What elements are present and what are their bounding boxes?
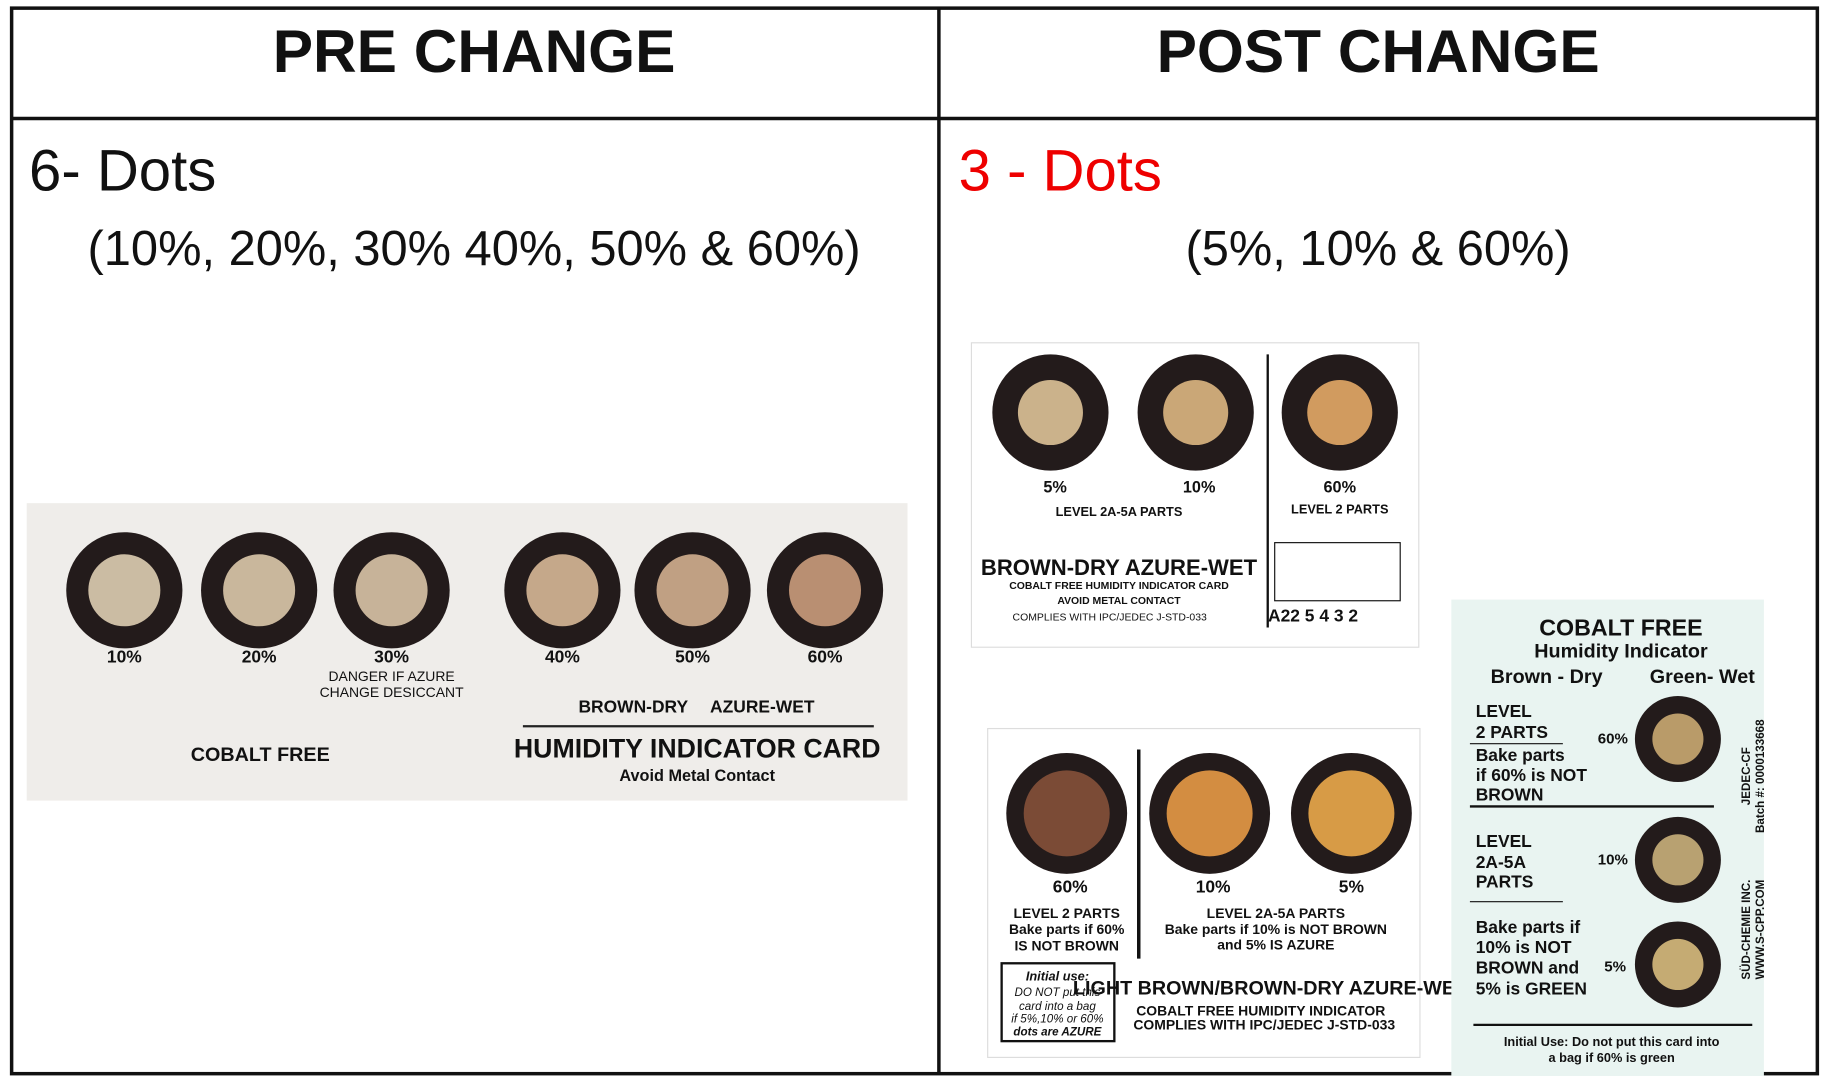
pre-subtitle: (10%, 20%, 30% 40%, 50% & 60%)	[88, 222, 861, 276]
dot-label: 10%	[1598, 852, 1629, 869]
card-text: 2A-5A	[1476, 852, 1527, 872]
card-text: 2 PARTS	[1476, 722, 1548, 742]
card-text: if 5%,10% or 60%	[1011, 1013, 1103, 1026]
dot-label: 20%	[242, 646, 277, 666]
dot-center	[1652, 713, 1703, 764]
dot-center	[1307, 380, 1372, 445]
dot-label: 60%	[808, 646, 843, 666]
card-text: COBALT FREE	[191, 744, 330, 766]
card-text: A22 5 4 3 2	[1268, 606, 1358, 626]
dot-label: 50%	[675, 646, 710, 666]
card-text: a bag if 60% is green	[1549, 1050, 1675, 1065]
dot-center	[1652, 834, 1703, 885]
dot-center	[88, 554, 160, 626]
card-text: Bake parts if 10% is NOT BROWN	[1165, 921, 1387, 937]
post-title: 3 - Dots	[959, 139, 1162, 204]
dot-label: 40%	[545, 646, 580, 666]
card-text: card into a bag	[1019, 1000, 1096, 1013]
card-text: AVOID METAL CONTACT	[1057, 596, 1181, 607]
card-text: JEDEC-CF	[1740, 747, 1753, 805]
dot-label: 60%	[1598, 731, 1629, 748]
card-text: BROWN-DRY AZURE-WET	[981, 555, 1258, 580]
dot-center	[223, 554, 295, 626]
card-text: COBALT FREE	[1539, 615, 1702, 641]
card-text: Bake parts if	[1476, 917, 1581, 937]
card-text: CHANGE DESICCANT	[320, 684, 465, 700]
card-text: COMPLIES WITH IPC/JEDEC J-STD-033	[1013, 613, 1207, 624]
card-text: 5% is GREEN	[1476, 979, 1587, 999]
card-text: COBALT FREE HUMIDITY INDICATOR CARD	[1009, 581, 1229, 592]
card-text: Batch #: 0000133668	[1754, 719, 1767, 833]
card-text: Humidity Indicator	[1534, 641, 1708, 663]
card-text: LEVEL 2 PARTS	[1291, 502, 1389, 517]
card-text: LEVEL	[1476, 831, 1532, 851]
card-text: LEVEL 2A-5A PARTS	[1207, 905, 1345, 921]
card-text: HUMIDITY INDICATOR CARD	[514, 734, 881, 764]
card-text: LIGHT BROWN/BROWN-DRY AZURE-WET	[1073, 978, 1467, 1000]
dot-label: 5%	[1604, 958, 1626, 975]
dot-label: 5%	[1339, 876, 1365, 896]
dot-label: 30%	[374, 646, 409, 666]
card-text: Brown - Dry	[1491, 666, 1603, 688]
card-text: Avoid Metal Contact	[619, 767, 775, 785]
card-text: DANGER IF AZURE	[328, 668, 454, 684]
dot-center	[1308, 770, 1394, 856]
dot-label: 5%	[1043, 479, 1067, 497]
pre-title: 6- Dots	[29, 139, 216, 204]
dot-center	[1024, 770, 1110, 856]
card-text: LEVEL 2A-5A PARTS	[1056, 504, 1183, 519]
dot-center	[526, 554, 598, 626]
card-text: PARTS	[1476, 872, 1534, 892]
header-left: PRE CHANGE	[273, 17, 676, 85]
dot-label: 10%	[1183, 479, 1216, 497]
dot-center	[1163, 380, 1228, 445]
dot-label: 60%	[1324, 479, 1357, 497]
card-text: BROWN-DRY	[578, 696, 688, 716]
card-text: WWW.S-CPP.COM	[1754, 880, 1767, 980]
card-text: if 60% is NOT	[1476, 765, 1588, 785]
dot-label: 10%	[107, 646, 142, 666]
page: PRE CHANGE POST CHANGE 6- Dots (10%, 20%…	[0, 0, 1822, 1076]
card-text: 10% is NOT	[1476, 937, 1572, 957]
pre-card: 10% 20% 30% 40% 50% 60% DANGER IF AZURE CHANG…	[27, 503, 908, 800]
card-text: LEVEL	[1476, 701, 1532, 721]
post-subtitle: (5%, 10% & 60%)	[1186, 222, 1571, 276]
card-text: IS NOT BROWN	[1014, 938, 1119, 954]
card-text: AZURE-WET	[710, 696, 815, 716]
card-text: dots are AZURE	[1013, 1025, 1102, 1038]
card-text: BROWN	[1476, 785, 1544, 805]
post-card-1: 5% 10% 60% LEVEL 2A-5A PARTS LEVEL 2 PARTS…	[971, 343, 1418, 647]
dot-center	[789, 554, 861, 626]
dot-center	[1652, 939, 1703, 990]
card-text: Bake parts if 60%	[1009, 921, 1125, 937]
card-text: and 5% IS AZURE	[1217, 936, 1334, 952]
dot-center	[1018, 380, 1083, 445]
card-text: LEVEL 2 PARTS	[1014, 905, 1120, 921]
card-text: SÜD-CHEMIE INC.	[1740, 880, 1753, 980]
card-text: Initial Use: Do not put this card into	[1504, 1034, 1720, 1049]
card-text: COMPLIES WITH IPC/JEDEC J-STD-033	[1133, 1017, 1395, 1033]
card-text: Bake parts	[1476, 745, 1565, 765]
post-card-2: 60% 10% 5% LEVEL 2 PARTS Bake parts if 60%…	[988, 729, 1467, 1058]
post-card-3: COBALT FREE Humidity Indicator Brown - D…	[1451, 600, 1767, 1076]
dot-center	[657, 554, 729, 626]
card-text: BROWN and	[1476, 958, 1579, 978]
header-right: POST CHANGE	[1157, 17, 1600, 85]
card-text: Green- Wet	[1650, 666, 1755, 688]
dot-label: 10%	[1196, 876, 1231, 896]
dot-center	[1167, 770, 1253, 856]
dot-label: 60%	[1053, 876, 1088, 896]
dot-center	[356, 554, 428, 626]
